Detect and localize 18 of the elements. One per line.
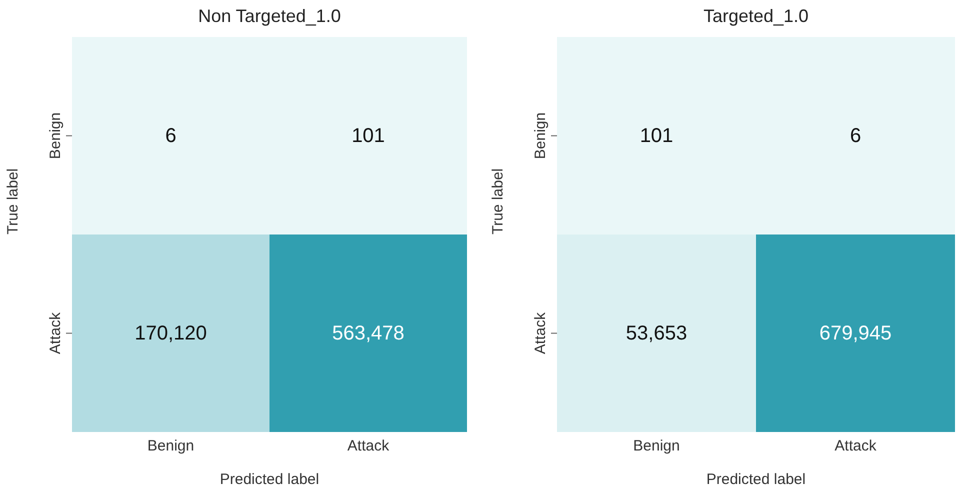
y-axis-title: True label: [489, 168, 506, 234]
x-axis-title: Predicted label: [706, 471, 806, 488]
x-axis-title: Predicted label: [220, 471, 320, 488]
data-label: 170,120: [134, 322, 207, 344]
data-label: 6: [850, 124, 862, 147]
data-label: 101: [640, 124, 674, 147]
data-label: 53,653: [626, 322, 688, 344]
x-tick-label: Attack: [347, 438, 390, 455]
chart-title: Targeted_1.0: [702, 6, 810, 27]
data-label: 6: [165, 124, 176, 147]
data-label: 679,945: [819, 322, 892, 344]
chart-title: Non Targeted_1.0: [197, 6, 342, 27]
x-tick-label: Attack: [834, 438, 877, 455]
x-tick-label: Benign: [633, 438, 680, 455]
data-label: 563,478: [332, 322, 404, 344]
y-axis-title: True label: [4, 168, 22, 234]
data-label: 101: [352, 124, 385, 147]
x-tick-label: Benign: [147, 438, 194, 455]
